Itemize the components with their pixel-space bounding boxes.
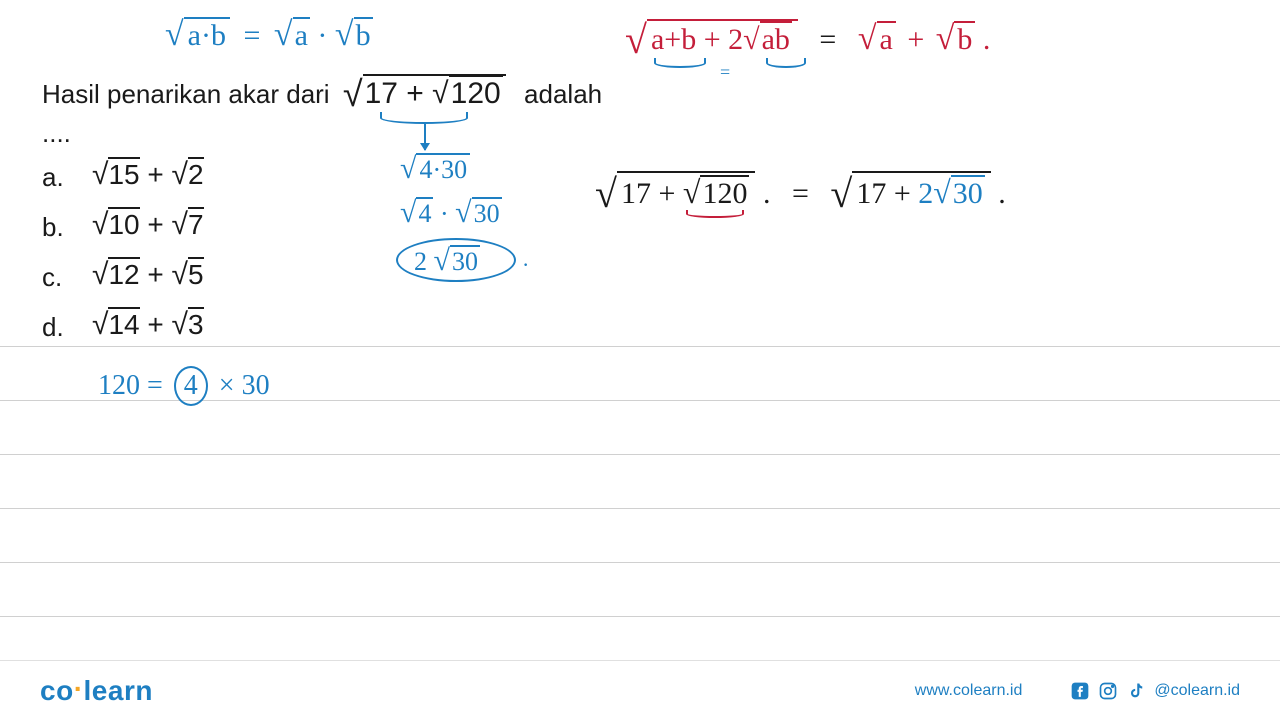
circle-highlight: 4 — [174, 366, 208, 406]
circle-highlight — [396, 238, 516, 282]
ruled-line — [0, 616, 1280, 617]
option-c: √12 + √5 — [92, 258, 204, 292]
underline-smile — [766, 58, 806, 68]
tiktok-icon[interactable] — [1126, 681, 1146, 701]
option-d: √14 + √3 — [92, 308, 204, 342]
step-1: √4·30 — [400, 152, 470, 186]
page: √a·b = √a · √b √a+b + 2√ab = √a + √b . =… — [0, 0, 1280, 720]
footer-url[interactable]: www.colearn.id — [915, 682, 1023, 700]
option-b: √10 + √7 — [92, 208, 204, 242]
facebook-icon[interactable] — [1070, 681, 1090, 701]
underline-smile — [654, 58, 706, 68]
option-label-a: a. — [42, 162, 64, 193]
ruled-line — [0, 508, 1280, 509]
arrow-down-icon — [424, 124, 426, 150]
factorization: 120 = 4 × 30 — [98, 366, 270, 406]
equals-annotation: = — [720, 62, 730, 83]
logo: co·learn — [40, 675, 153, 707]
formula-product-rule: √a·b = √a · √b — [165, 16, 373, 54]
option-label-b: b. — [42, 212, 64, 243]
formula-nested-radical: √a+b + 2√ab = √a + √b . — [625, 16, 990, 63]
footer-handle[interactable]: @colearn.id — [1154, 682, 1240, 700]
ruled-line — [0, 346, 1280, 347]
option-label-c: c. — [42, 262, 62, 293]
underline-smile — [380, 112, 468, 124]
footer-right: www.colearn.id @colearn.id — [915, 681, 1240, 701]
option-a: √15 + √2 — [92, 158, 204, 192]
question-text: Hasil penarikan akar dari √ 17 + √120 ad… — [42, 73, 602, 115]
underline-smile-red — [686, 210, 744, 218]
ruled-line — [0, 562, 1280, 563]
step-dot: · — [522, 252, 529, 278]
step-2: √4 · √30 — [400, 196, 502, 230]
ruled-line — [0, 454, 1280, 455]
question-dots: .... — [42, 118, 71, 149]
footer: co·learn www.colearn.id @colearn.id — [0, 660, 1280, 720]
instagram-icon[interactable] — [1098, 681, 1118, 701]
working-expression: √17 + √120 . = √ 17 + 2√30 . — [595, 170, 1006, 217]
option-label-d: d. — [42, 312, 64, 343]
